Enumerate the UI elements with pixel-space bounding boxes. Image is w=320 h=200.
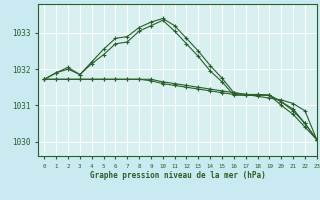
X-axis label: Graphe pression niveau de la mer (hPa): Graphe pression niveau de la mer (hPa) <box>90 171 266 180</box>
